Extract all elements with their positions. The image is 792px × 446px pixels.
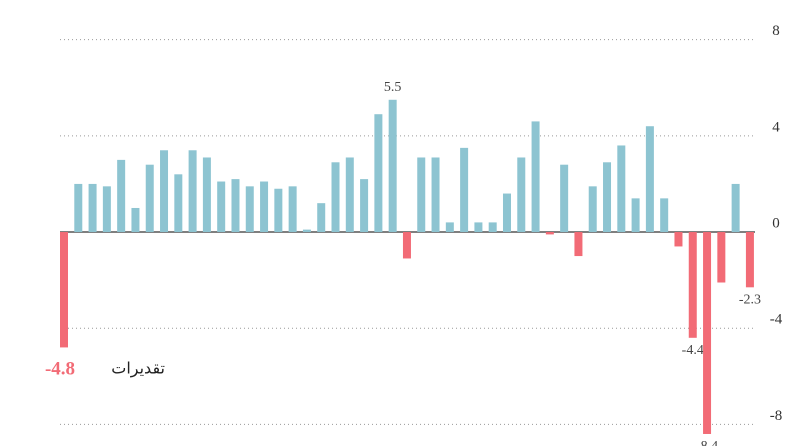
- bar: [502, 193, 511, 233]
- bar: [731, 183, 740, 233]
- bar: [588, 186, 597, 233]
- bar: [674, 232, 683, 247]
- bar: [145, 164, 154, 233]
- bar: [345, 157, 354, 233]
- bar: [531, 121, 540, 233]
- bar: [360, 179, 369, 233]
- bar: [402, 232, 411, 259]
- bar: [117, 159, 126, 233]
- y-tick-label: -4: [770, 312, 783, 328]
- annotation: تقديرات: [111, 359, 165, 379]
- bar: [574, 232, 583, 257]
- bar: [260, 181, 269, 233]
- bar: [317, 203, 326, 233]
- bar: [645, 126, 654, 233]
- value-label: 5.5: [384, 80, 402, 95]
- bar: [517, 157, 526, 233]
- bar: [545, 232, 554, 235]
- bar: [274, 188, 283, 233]
- bar: [160, 150, 169, 233]
- bar: [460, 147, 469, 233]
- y-tick-label: 4: [772, 119, 780, 135]
- bar: [74, 183, 83, 233]
- bar: [60, 232, 68, 348]
- bar: [102, 186, 111, 233]
- bar: [374, 114, 383, 233]
- bar: [388, 99, 397, 233]
- bar: [417, 157, 426, 233]
- bar: [174, 174, 183, 233]
- bar: [603, 162, 612, 233]
- y-tick-label: -8: [770, 408, 783, 424]
- bar: [617, 145, 626, 233]
- value-label: -4.8: [45, 358, 75, 379]
- bar: [188, 150, 197, 233]
- bar: [88, 183, 97, 233]
- bar: [703, 232, 712, 434]
- bar: [745, 232, 754, 288]
- bar: [131, 207, 140, 233]
- bar: [202, 157, 211, 233]
- value-label: -8.4: [696, 439, 718, 446]
- bar: [717, 232, 726, 283]
- y-tick-label: 8: [772, 23, 780, 39]
- bar: [331, 162, 340, 233]
- bar: [631, 198, 640, 233]
- bar: [688, 232, 697, 338]
- bar: [302, 229, 311, 233]
- bar: [231, 179, 240, 233]
- value-label: -2.3: [739, 293, 761, 308]
- bar: [560, 164, 569, 233]
- bar: [474, 222, 483, 233]
- bar: [431, 157, 440, 233]
- bar: [445, 222, 454, 233]
- bar: [660, 198, 669, 233]
- bar: [288, 186, 297, 233]
- value-label: -4.4: [682, 343, 704, 358]
- bar: [245, 186, 254, 233]
- bar: [217, 181, 226, 233]
- y-tick-label: 0: [772, 215, 780, 231]
- bar: [488, 222, 497, 233]
